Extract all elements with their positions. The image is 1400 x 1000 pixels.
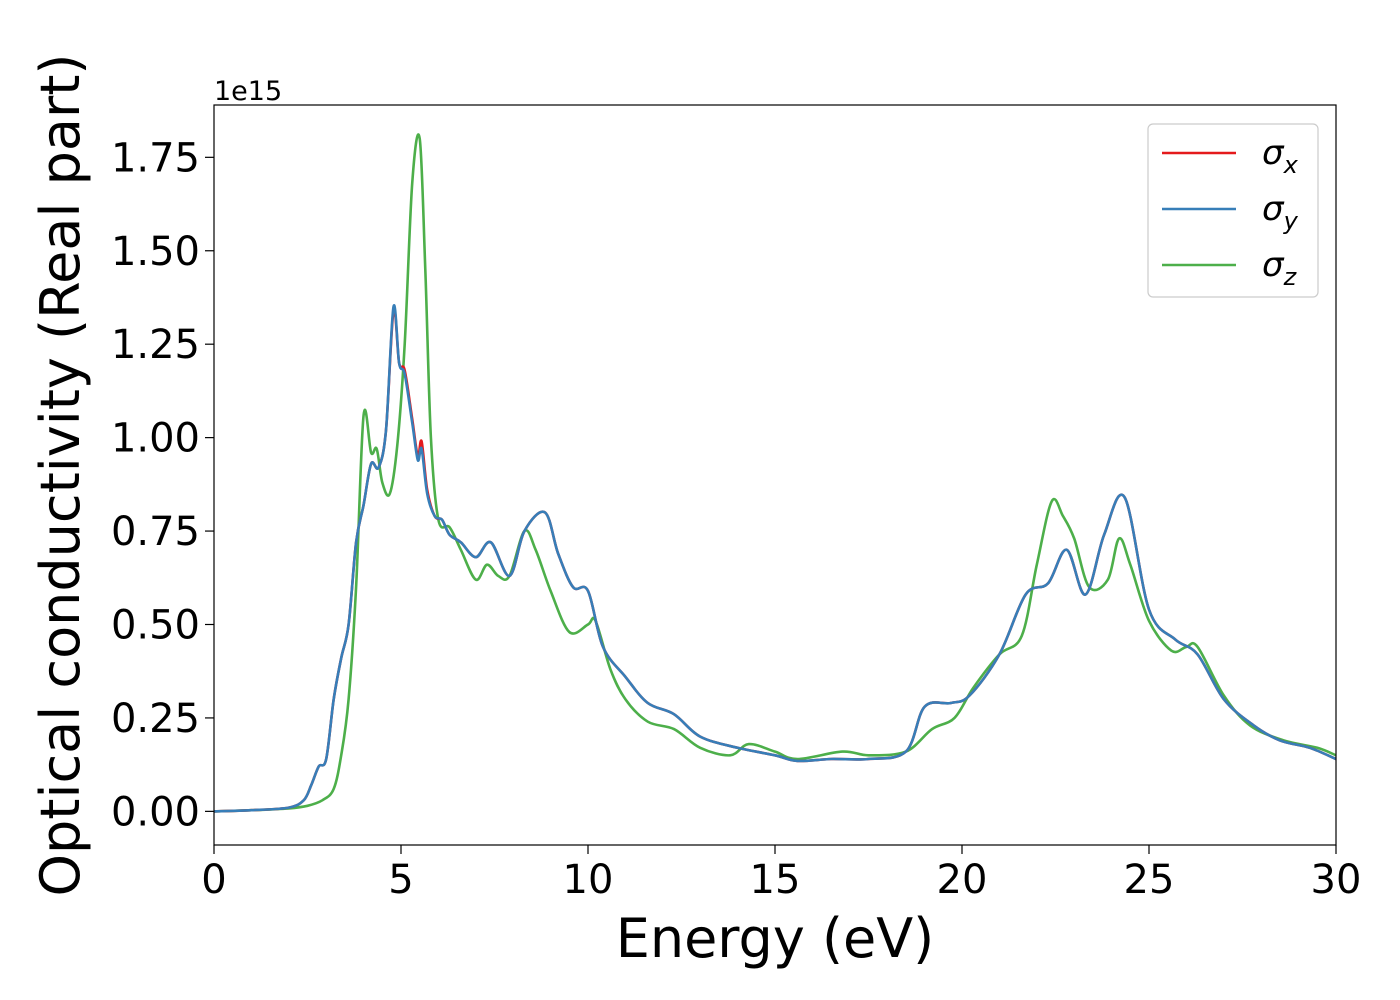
y-tick-label: 1.50 <box>111 229 200 275</box>
y-tick-label: 0.50 <box>111 602 200 648</box>
y-tick-label: 1.25 <box>111 322 200 368</box>
legend-label-x: σx <box>1262 133 1299 179</box>
y-tick-label: 0.25 <box>111 696 200 742</box>
legend: σx σy σz <box>1147 123 1319 298</box>
x-tick-label: 5 <box>388 857 413 903</box>
x-axis-title: Energy (eV) <box>616 907 935 970</box>
y-tick-label: 0.75 <box>111 509 200 555</box>
legend-label-y: σy <box>1262 189 1299 235</box>
y-axis: 0.00 0.25 0.50 0.75 1.00 1.25 1.50 1.75 <box>111 135 214 835</box>
x-tick-label: 10 <box>563 857 614 903</box>
legend-box <box>1147 123 1319 298</box>
series-layer <box>213 133 1337 813</box>
series-line-z <box>213 133 1337 813</box>
x-tick-label: 25 <box>1124 857 1175 903</box>
series-line-y <box>213 304 1337 813</box>
x-axis: 0 5 10 15 20 25 30 <box>201 845 1361 903</box>
x-tick-label: 15 <box>750 857 801 903</box>
x-tick-label: 30 <box>1311 857 1362 903</box>
x-tick-label: 20 <box>937 857 988 903</box>
y-tick-label: 0.00 <box>111 789 200 835</box>
y-offset-label: 1e15 <box>214 76 282 107</box>
legend-label-z: σz <box>1262 245 1298 291</box>
y-tick-label: 1.75 <box>111 135 200 181</box>
y-tick-label: 1.00 <box>111 416 200 462</box>
x-tick-label: 0 <box>201 857 226 903</box>
y-axis-title: Optical conductivity (Real part) <box>29 54 92 897</box>
